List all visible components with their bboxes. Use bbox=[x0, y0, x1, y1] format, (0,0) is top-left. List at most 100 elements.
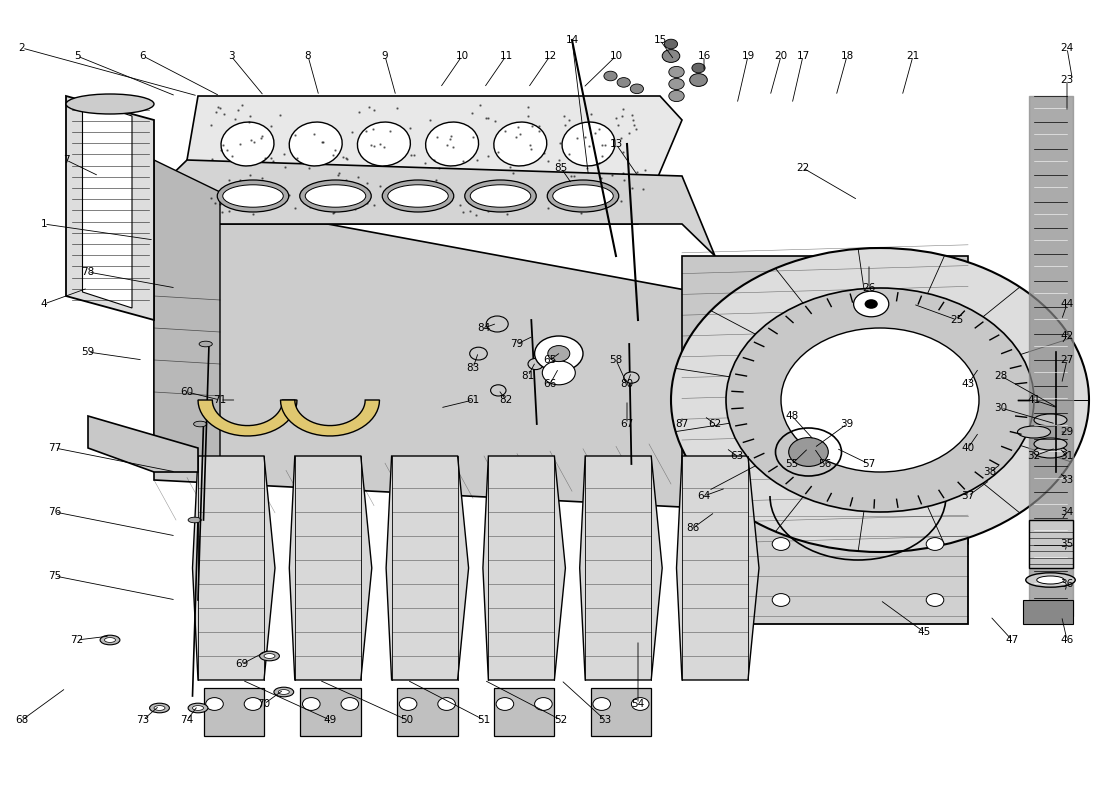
Text: 67: 67 bbox=[620, 419, 634, 429]
Circle shape bbox=[341, 698, 359, 710]
Circle shape bbox=[302, 698, 320, 710]
Polygon shape bbox=[66, 96, 154, 320]
Circle shape bbox=[593, 698, 611, 710]
Text: 10: 10 bbox=[455, 51, 469, 61]
Text: 68: 68 bbox=[15, 715, 29, 725]
Text: 62: 62 bbox=[708, 419, 722, 429]
Text: eurocarparts: eurocarparts bbox=[408, 421, 692, 459]
Polygon shape bbox=[154, 160, 220, 480]
Ellipse shape bbox=[222, 185, 284, 207]
Text: 11: 11 bbox=[499, 51, 513, 61]
Ellipse shape bbox=[562, 122, 615, 166]
Ellipse shape bbox=[387, 185, 449, 207]
Text: 25: 25 bbox=[950, 315, 964, 325]
Text: 15: 15 bbox=[653, 35, 667, 45]
Polygon shape bbox=[580, 456, 662, 680]
Text: 79: 79 bbox=[510, 339, 524, 349]
Text: 41: 41 bbox=[1027, 395, 1041, 405]
Polygon shape bbox=[289, 456, 372, 680]
Circle shape bbox=[662, 50, 680, 62]
Circle shape bbox=[542, 361, 575, 385]
Ellipse shape bbox=[289, 122, 342, 166]
Ellipse shape bbox=[1034, 414, 1067, 426]
Text: 63: 63 bbox=[730, 451, 744, 461]
Polygon shape bbox=[88, 416, 198, 472]
Polygon shape bbox=[204, 688, 264, 736]
Text: 53: 53 bbox=[598, 715, 612, 725]
Text: 74: 74 bbox=[180, 715, 194, 725]
Text: 10: 10 bbox=[609, 51, 623, 61]
Polygon shape bbox=[397, 688, 458, 736]
Text: 86: 86 bbox=[686, 523, 700, 533]
Polygon shape bbox=[198, 400, 297, 436]
Circle shape bbox=[399, 698, 417, 710]
Circle shape bbox=[548, 346, 570, 362]
Text: 36: 36 bbox=[1060, 579, 1074, 589]
Ellipse shape bbox=[1034, 446, 1067, 458]
Text: 37: 37 bbox=[961, 491, 975, 501]
Ellipse shape bbox=[358, 122, 410, 166]
Ellipse shape bbox=[192, 706, 204, 710]
Text: 52: 52 bbox=[554, 715, 568, 725]
Text: 84: 84 bbox=[477, 323, 491, 333]
Polygon shape bbox=[192, 456, 275, 680]
Text: 85: 85 bbox=[554, 163, 568, 173]
Ellipse shape bbox=[188, 703, 208, 713]
Circle shape bbox=[772, 594, 790, 606]
Text: 14: 14 bbox=[565, 35, 579, 45]
Text: 17: 17 bbox=[796, 51, 810, 61]
Polygon shape bbox=[280, 400, 380, 436]
Text: 3: 3 bbox=[228, 51, 234, 61]
Circle shape bbox=[496, 698, 514, 710]
Text: 18: 18 bbox=[840, 51, 854, 61]
Circle shape bbox=[692, 63, 705, 73]
Circle shape bbox=[664, 39, 678, 49]
Text: 2: 2 bbox=[19, 43, 25, 53]
Polygon shape bbox=[748, 496, 968, 624]
Ellipse shape bbox=[494, 122, 547, 166]
Ellipse shape bbox=[552, 185, 614, 207]
Text: 5: 5 bbox=[74, 51, 80, 61]
Ellipse shape bbox=[194, 421, 207, 427]
Circle shape bbox=[617, 78, 630, 87]
Text: 60: 60 bbox=[180, 387, 194, 397]
Text: 13: 13 bbox=[609, 139, 623, 149]
Text: 61: 61 bbox=[466, 395, 480, 405]
Text: 19: 19 bbox=[741, 51, 755, 61]
Circle shape bbox=[772, 538, 790, 550]
Text: 59: 59 bbox=[81, 347, 95, 357]
Circle shape bbox=[535, 336, 583, 371]
Text: 66: 66 bbox=[543, 379, 557, 389]
Ellipse shape bbox=[199, 341, 212, 347]
Text: 45: 45 bbox=[917, 627, 931, 637]
Text: 83: 83 bbox=[466, 363, 480, 373]
Circle shape bbox=[669, 78, 684, 90]
Text: 77: 77 bbox=[48, 443, 62, 453]
Circle shape bbox=[528, 358, 543, 370]
Circle shape bbox=[491, 385, 506, 396]
Ellipse shape bbox=[188, 517, 201, 523]
Text: 72: 72 bbox=[70, 635, 84, 645]
Ellipse shape bbox=[1025, 573, 1076, 587]
Text: 28: 28 bbox=[994, 371, 1008, 381]
Text: 80: 80 bbox=[620, 379, 634, 389]
Ellipse shape bbox=[306, 185, 365, 207]
Text: 81: 81 bbox=[521, 371, 535, 381]
Ellipse shape bbox=[299, 180, 372, 212]
Text: 46: 46 bbox=[1060, 635, 1074, 645]
Text: 73: 73 bbox=[136, 715, 150, 725]
Text: 58: 58 bbox=[609, 355, 623, 365]
Text: 76: 76 bbox=[48, 507, 62, 517]
Text: 54: 54 bbox=[631, 699, 645, 709]
Circle shape bbox=[604, 71, 617, 81]
Circle shape bbox=[630, 84, 644, 94]
Text: 44: 44 bbox=[1060, 299, 1074, 309]
Circle shape bbox=[244, 698, 262, 710]
Text: 4: 4 bbox=[41, 299, 47, 309]
Bar bbox=[1023, 600, 1072, 624]
Text: 55: 55 bbox=[785, 459, 799, 469]
Ellipse shape bbox=[221, 122, 274, 166]
Ellipse shape bbox=[426, 122, 478, 166]
Text: 12: 12 bbox=[543, 51, 557, 61]
Text: 65: 65 bbox=[543, 355, 557, 365]
